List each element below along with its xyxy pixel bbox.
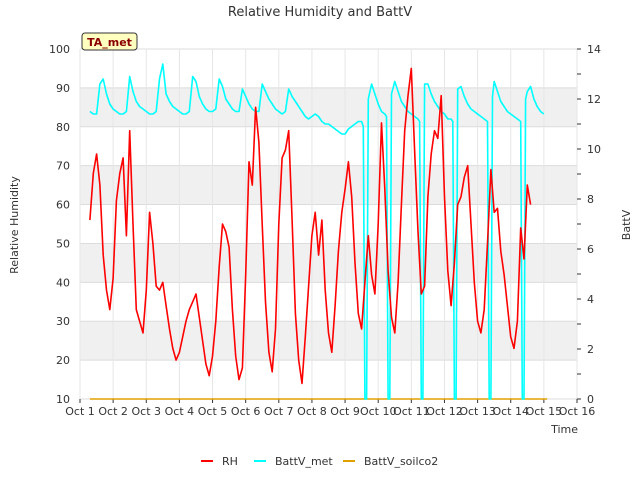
x-tick-label: Oct 2: [98, 405, 128, 418]
y2-tick-label: 12: [587, 93, 601, 106]
annotation-text: TA_met: [87, 36, 132, 49]
x-tick-label: Oct 12: [426, 405, 463, 418]
chart-title: Relative Humidity and BattV: [228, 5, 412, 20]
y-tick-label: 40: [56, 276, 70, 289]
legend-label-battv-met: BattV_met: [275, 455, 333, 468]
y2-axis-label: BattV: [620, 209, 633, 240]
x-tick-label: Oct 14: [492, 405, 529, 418]
y2-tick-label: 8: [587, 193, 594, 206]
y-tick-label: 30: [56, 315, 70, 328]
y2-tick-label: 4: [587, 293, 594, 306]
annotation-box: [81, 32, 138, 51]
y2-tick-label: 0: [587, 393, 594, 406]
y-tick-label: 60: [56, 199, 70, 212]
grid-lines: [79, 48, 578, 400]
y2-tick-label: 14: [587, 43, 601, 56]
legend-label-battv-soilco2: BattV_soilco2: [364, 455, 438, 468]
y2-tick-label: 6: [587, 243, 594, 256]
x-tick-label: Oct 7: [264, 405, 294, 418]
series-lines: [89, 63, 548, 400]
y2-axis-ticks: 0 2 4 6 8 10 12 14: [577, 43, 601, 406]
y-axis-ticks: 10 20 30 40 50 60 70 80 90 100: [49, 43, 70, 406]
y-tick-label: 100: [49, 43, 70, 56]
x-axis-label: Time: [550, 423, 578, 436]
x-tick-label: Oct 9: [330, 405, 360, 418]
x-tick-label: Oct 15: [526, 405, 563, 418]
legend-label-rh: RH: [222, 455, 238, 468]
x-tick-label: Oct 5: [198, 405, 228, 418]
y-tick-label: 50: [56, 237, 70, 250]
plot-band: [80, 165, 577, 205]
x-tick-label: Oct 8: [297, 405, 327, 418]
y-tick-label: 70: [56, 160, 70, 173]
y-tick-label: 80: [56, 121, 70, 134]
x-tick-label: Oct 3: [132, 405, 162, 418]
series-line-battv-met: [89, 63, 545, 400]
x-tick-label: Oct 13: [459, 405, 496, 418]
x-tick-label: Oct 10: [360, 405, 397, 418]
x-tick-label: Oct 16: [559, 405, 596, 418]
y-tick-label: 10: [56, 393, 70, 406]
legend: RH BattV_met BattV_soilco2: [201, 455, 438, 468]
y-axis-label: Relative Humidity: [8, 176, 21, 274]
plot-band: [80, 243, 577, 283]
x-tick-label: Oct 4: [165, 405, 195, 418]
plot-background-bands: [80, 49, 577, 399]
y2-tick-label: 10: [587, 143, 601, 156]
series-line-rh: [89, 67, 532, 385]
x-tick-label: Oct 11: [393, 405, 430, 418]
y2-tick-label: 2: [587, 343, 594, 356]
y-tick-label: 20: [56, 354, 70, 367]
y-tick-label: 90: [56, 82, 70, 95]
x-axis-ticks: Oct 1 Oct 2 Oct 3 Oct 4 Oct 5 Oct 6 Oct 7 Oct 8…: [65, 399, 595, 418]
x-tick-label: Oct 1: [65, 405, 95, 418]
annotation-badge: TA_met: [81, 32, 138, 51]
plot-band: [80, 87, 577, 127]
x-tick-label: Oct 6: [231, 405, 261, 418]
